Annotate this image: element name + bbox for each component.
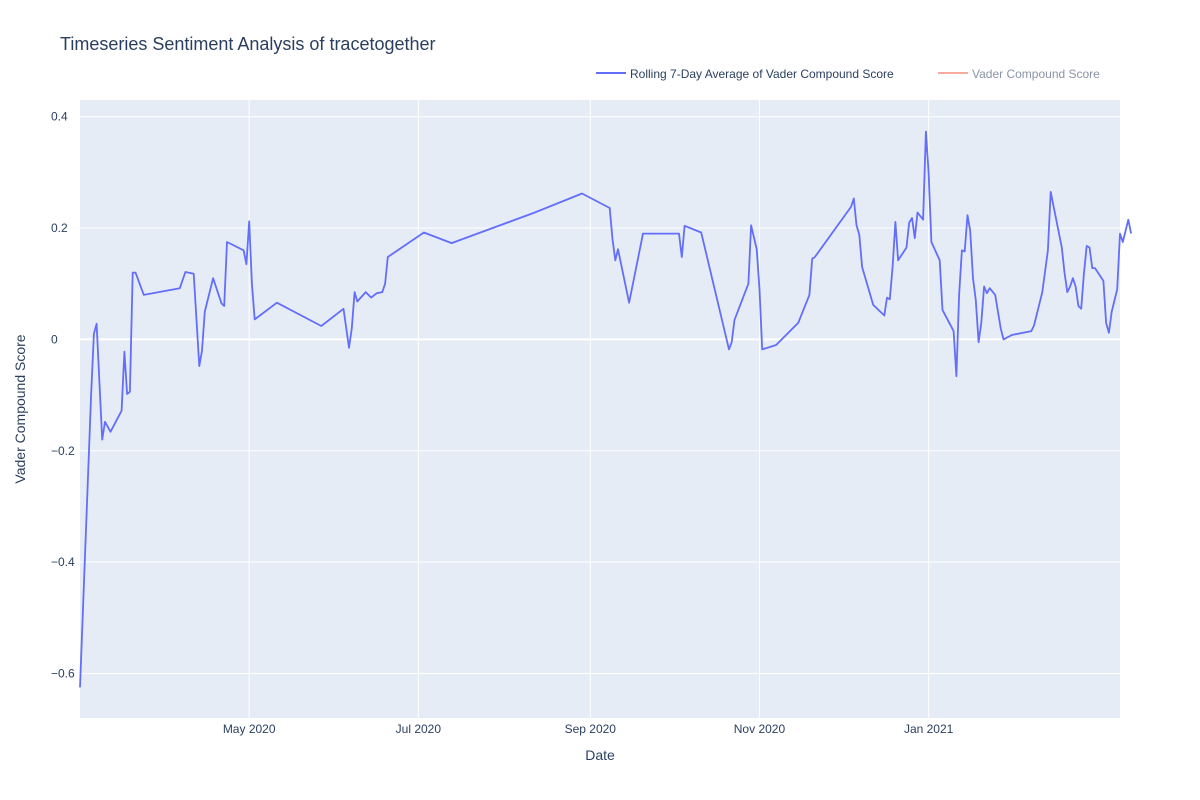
legend: Rolling 7-Day Average of Vader Compound … (596, 67, 1100, 81)
series-line-0 (79, 130, 1132, 688)
x-axis-ticks: May 2020 Jul 2020 Sep 2020 Nov 2020 Jan 2021 (223, 722, 954, 736)
y-tick-label: 0 (51, 332, 58, 346)
y-tick-label: −0.4 (51, 555, 75, 569)
plot-background (80, 100, 1120, 718)
legend-item-vader-score[interactable]: Vader Compound Score (938, 67, 1100, 81)
x-tick-label: Nov 2020 (734, 722, 786, 736)
y-tick-label: −0.2 (51, 444, 75, 458)
series-layer (79, 130, 1132, 688)
chart-title: Timeseries Sentiment Analysis of traceto… (60, 34, 436, 54)
legend-item-rolling-average[interactable]: Rolling 7-Day Average of Vader Compound … (596, 67, 894, 81)
x-tick-label: May 2020 (223, 722, 276, 736)
y-axis-title: Vader Compound Score (12, 334, 28, 483)
y-axis-ticks: 0.4 0.2 0 −0.2 −0.4 −0.6 (51, 110, 75, 681)
y-tick-label: 0.2 (51, 221, 68, 235)
x-axis-title: Date (585, 747, 615, 763)
y-tick-label: −0.6 (51, 666, 75, 680)
x-tick-label: Jan 2021 (904, 722, 954, 736)
x-tick-label: Sep 2020 (565, 722, 617, 736)
legend-label-vader-score: Vader Compound Score (972, 67, 1100, 81)
legend-label-rolling-average: Rolling 7-Day Average of Vader Compound … (630, 67, 894, 81)
grid (80, 100, 1120, 718)
y-tick-label: 0.4 (51, 110, 68, 124)
x-tick-label: Jul 2020 (396, 722, 442, 736)
